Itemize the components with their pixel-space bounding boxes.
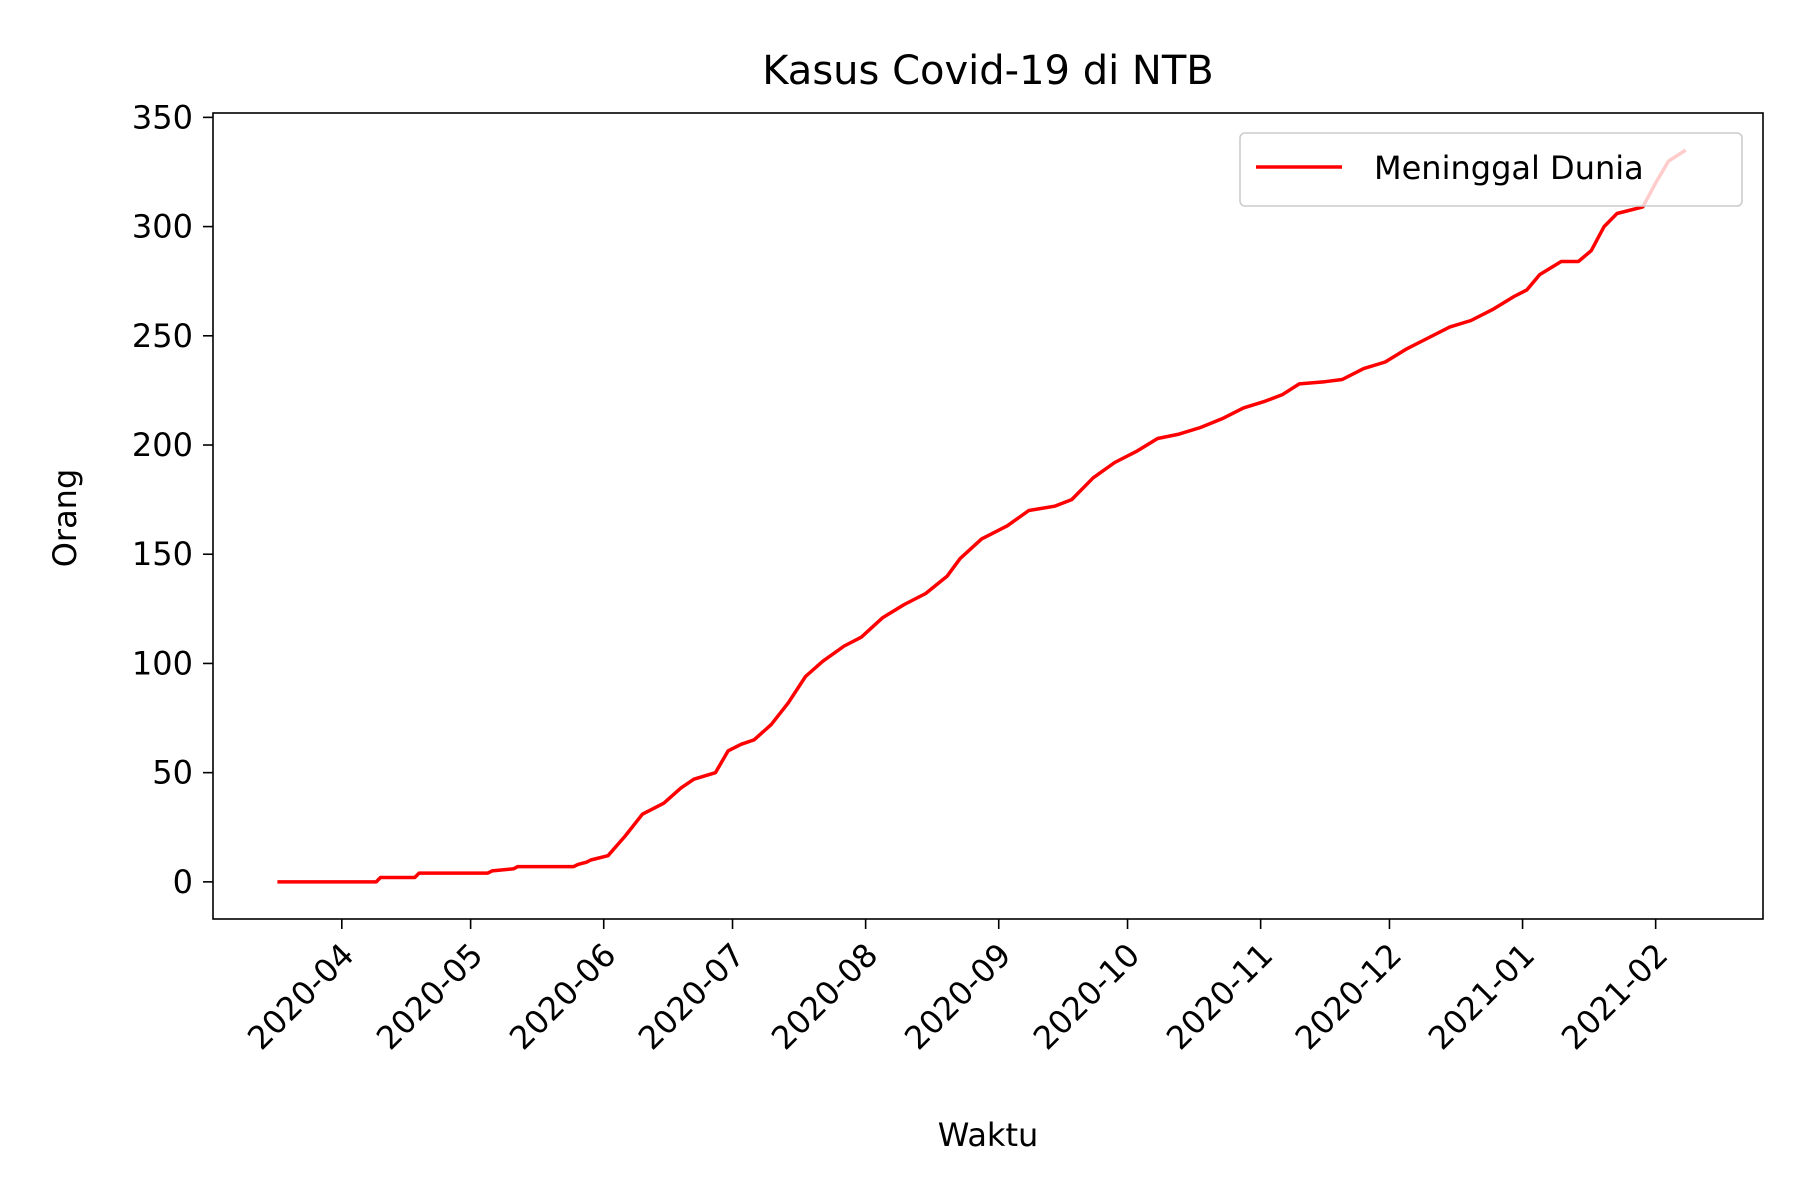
y-tick-label: 300 xyxy=(132,208,193,246)
x-axis-label: Waktu xyxy=(938,1116,1039,1154)
y-axis-label: Orang xyxy=(46,469,84,568)
y-tick-label: 250 xyxy=(132,317,193,355)
plot-frame xyxy=(212,112,1764,920)
y-tick-label: 50 xyxy=(152,754,193,792)
series-line-meninggal-dunia xyxy=(277,148,1687,884)
y-tick-label: 200 xyxy=(132,426,193,464)
y-tick-label: 100 xyxy=(132,644,193,682)
y-tick-label: 350 xyxy=(132,98,193,136)
y-axis: 0 50 100 150 200 250 300 350 xyxy=(132,98,213,901)
plot-area xyxy=(277,148,1687,884)
legend-box xyxy=(1239,132,1743,207)
legend-label-meninggal-dunia: Meninggal Dunia xyxy=(1374,149,1644,187)
chart-title: Kasus Covid-19 di NTB xyxy=(762,48,1213,94)
y-tick-label: 0 xyxy=(173,863,193,901)
legend: Meninggal Dunia xyxy=(1239,132,1743,207)
y-tick-label: 150 xyxy=(132,535,193,573)
